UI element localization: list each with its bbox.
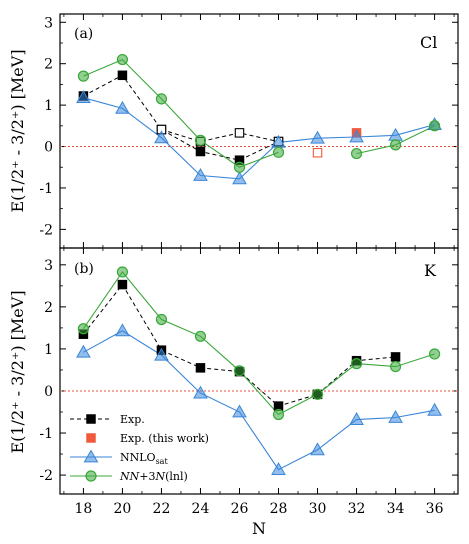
legend-marker-exp: [86, 414, 96, 424]
y-tick-label-b: 0: [44, 384, 53, 400]
legend-label-exp_this_work: Exp. (this work): [120, 432, 209, 445]
legend-label-nn3n: NN+3N(lnl): [119, 470, 188, 483]
marker-nn3n-a: [155, 93, 168, 105]
marker-nn3n-a: [428, 120, 441, 132]
marker-nnlo-a: [193, 168, 208, 181]
panel-a-label: (a): [74, 26, 93, 42]
marker-exp_this_work-a: [312, 147, 323, 158]
y-tick-label-b: 1: [44, 342, 53, 358]
series-line-nn3n-b: [82, 271, 435, 416]
y-tick-label-a: 2: [44, 57, 53, 73]
x-tick-label: 20: [114, 501, 132, 517]
marker-exp-a: [117, 70, 128, 81]
x-tick-label: 28: [270, 501, 288, 517]
marker-nn3n-b: [389, 360, 402, 373]
x-tick-labels: 18 20 22 24 26 28 30 32 34 36: [74, 501, 443, 517]
marker-nnlo-b: [271, 462, 286, 475]
panel-b-plot: -2 -1 0 1 2 3: [39, 248, 458, 494]
marker-exp_alt-a: [234, 128, 245, 138]
marker-exp-b: [390, 352, 401, 362]
y-tick-label-a: 3: [44, 15, 53, 31]
series-line-nnlo-a: [83, 97, 435, 180]
marker-nnlo-b: [76, 344, 91, 358]
marker-nn3n-a: [194, 134, 207, 146]
marker-nn3n-a: [272, 146, 285, 158]
marker-nn3n-a: [116, 53, 129, 66]
marker-nn3n-b: [350, 358, 363, 370]
marker-exp-a: [195, 146, 206, 157]
series-line-nn3n-a: [83, 58, 279, 168]
legend-label-sub: sat: [156, 457, 169, 466]
y-tick-label-a: 0: [44, 140, 53, 156]
legend-label-exp: Exp.: [120, 413, 145, 426]
legend-marker-nnlo: [83, 449, 99, 463]
panel-a-plot: -2 -1 0 1 2 3: [39, 14, 458, 248]
y-tick-label-a: 1: [44, 98, 53, 114]
marker-nnlo-a: [115, 100, 130, 114]
marker-nnlo-b: [193, 385, 208, 399]
marker-nnlo-b: [310, 442, 325, 456]
y-tick-label-b: -2: [39, 468, 53, 484]
marker-nn3n-b: [116, 266, 129, 278]
legend-marker-nn3n: [85, 470, 97, 482]
x-tick-label: 30: [309, 501, 327, 517]
legend-label-main: NNLO: [120, 451, 156, 464]
marker-nnlo-a: [154, 130, 169, 144]
legend-label-part: +3: [139, 470, 155, 483]
y-axis-label-a: E(1/2⁺ - 3/2⁺) [MeV]: [8, 49, 27, 212]
y-tick-label-a: -1: [39, 181, 53, 197]
marker-nn3n-b: [272, 408, 285, 421]
marker-nnlo-b: [349, 412, 364, 425]
series-line-nnlo-b: [83, 330, 435, 471]
legend-label-part: N: [154, 470, 165, 483]
y-axis-label-b: E(1/2⁺ - 3/2⁺) [MeV]: [8, 290, 27, 453]
marker-nn3n-a: [389, 139, 402, 151]
y-tick-label-b: 2: [44, 300, 53, 316]
marker-nnlo-b: [232, 404, 247, 418]
marker-nn3n-a: [350, 147, 363, 160]
legend-label-part: (lnl): [165, 470, 188, 483]
legend-label-nnlo: NNLOsat: [120, 451, 168, 466]
marker-nnlo-b: [154, 347, 169, 361]
x-tick-label: 32: [348, 501, 366, 517]
panel-b-element: K: [424, 261, 437, 280]
marker-nnlo-b: [115, 323, 130, 337]
marker-nn3n-b: [155, 313, 168, 326]
marker-exp-b: [117, 279, 128, 290]
marker-nn3n-b: [77, 323, 90, 335]
y-tick-label-a: -2: [39, 222, 53, 238]
legend-label-part: NN: [119, 470, 140, 483]
series-line-exp-a: [83, 74, 279, 161]
x-tick-label: 18: [74, 501, 92, 517]
series-line-exp-b: [83, 283, 396, 407]
x-tick-label: 22: [153, 501, 171, 517]
marker-nnlo-a: [310, 130, 325, 144]
marker-nn3n-b: [194, 330, 207, 342]
marker-nn3n-a: [233, 161, 246, 173]
panel-a-element: Cl: [420, 33, 437, 52]
marker-nnlo-a: [232, 171, 247, 185]
marker-nnlo-a: [76, 90, 91, 104]
x-tick-label: 34: [387, 501, 405, 517]
marker-nn3n-b: [311, 388, 324, 400]
x-tick-label: 36: [426, 501, 444, 517]
legend: Exp. Exp. (this work) NNLOsat NN+3N(lnl): [70, 413, 209, 483]
marker-nnlo-b: [388, 409, 403, 423]
marker-nn3n-b: [428, 348, 441, 360]
marker-nnlo-a: [349, 129, 364, 143]
marker-exp-b: [195, 363, 206, 373]
y-tick-label-b: 3: [44, 258, 53, 274]
marker-nnlo-b: [427, 402, 442, 416]
legend-marker-exp-this-work: [86, 433, 96, 443]
x-tick-label: 26: [231, 501, 249, 517]
series-line-exp_alt-a: [161, 129, 279, 143]
x-tick-label: 24: [192, 501, 210, 517]
marker-nn3n-b: [233, 365, 246, 377]
panel-b-label: (b): [74, 261, 94, 277]
marker-nn3n-a: [77, 70, 90, 82]
y-tick-label-b: -1: [39, 426, 53, 442]
panel-a-frame: [59, 13, 459, 249]
x-axis-label: N: [252, 519, 266, 538]
